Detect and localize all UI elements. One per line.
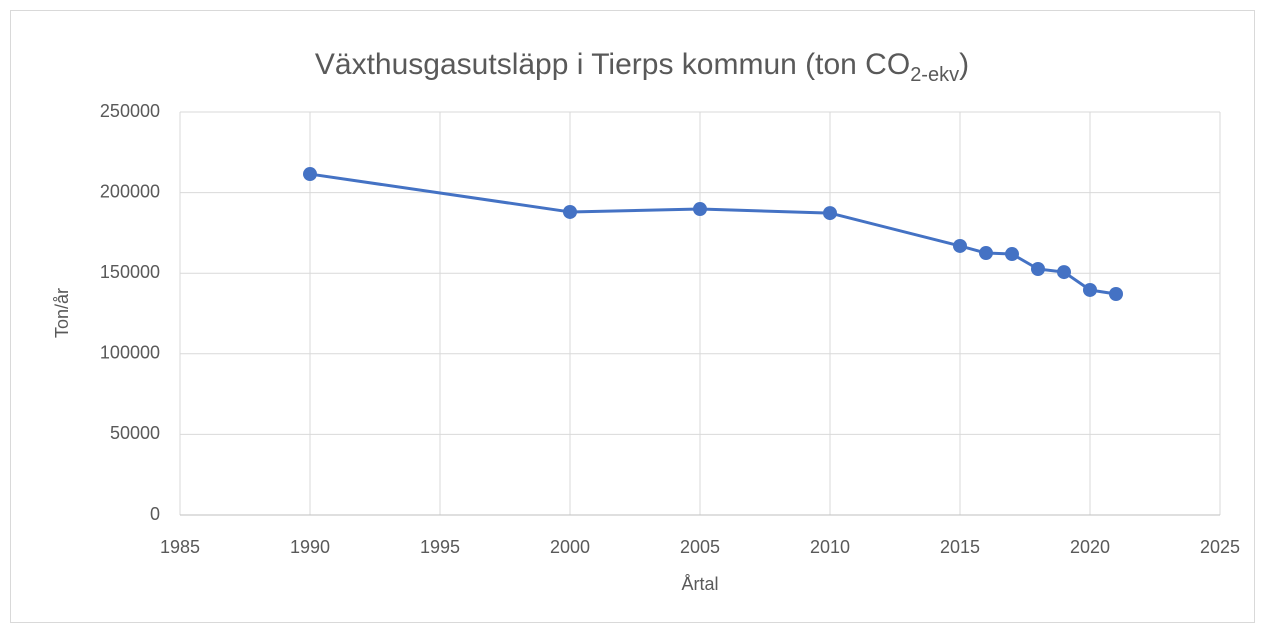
- chart-title: Växthusgasutsläpp i Tierps kommun (ton C…: [315, 48, 969, 86]
- x-axis-label: Årtal: [681, 574, 718, 594]
- title-end: ): [959, 48, 969, 81]
- x-tick-label: 1990: [290, 537, 330, 557]
- point: [303, 167, 317, 182]
- point: [1005, 247, 1019, 262]
- point: [823, 206, 837, 221]
- x-tick-label: 2010: [810, 537, 850, 557]
- x-tick-label: 2025: [1200, 537, 1240, 557]
- title-subscript: 2-ekv: [910, 64, 959, 86]
- y-tick-label: 200000: [100, 181, 160, 201]
- point: [693, 202, 707, 217]
- y-tick-label: 150000: [100, 262, 160, 282]
- point: [979, 246, 993, 261]
- x-tick-label: 2015: [940, 537, 980, 557]
- x-tick-label: 1985: [160, 537, 200, 557]
- y-tick-label: 0: [150, 504, 160, 524]
- point: [1083, 282, 1097, 297]
- point: [1057, 265, 1071, 280]
- x-tick-label: 2000: [550, 537, 590, 557]
- point: [1109, 286, 1123, 301]
- point: [953, 238, 967, 253]
- y-tick-label: 50000: [110, 423, 160, 443]
- y-axis-label: Ton/år: [52, 288, 72, 338]
- x-tick-label: 2020: [1070, 537, 1110, 557]
- point: [1031, 262, 1045, 277]
- y-tick-label: 100000: [100, 343, 160, 363]
- y-tick-label: 250000: [100, 101, 160, 121]
- x-tick-label: 2005: [680, 537, 720, 557]
- title-main: Växthusgasutsläpp i Tierps kommun (ton C…: [315, 48, 910, 81]
- point: [563, 204, 577, 219]
- x-tick-label: 1995: [420, 537, 460, 557]
- chart-frame: [10, 10, 1255, 623]
